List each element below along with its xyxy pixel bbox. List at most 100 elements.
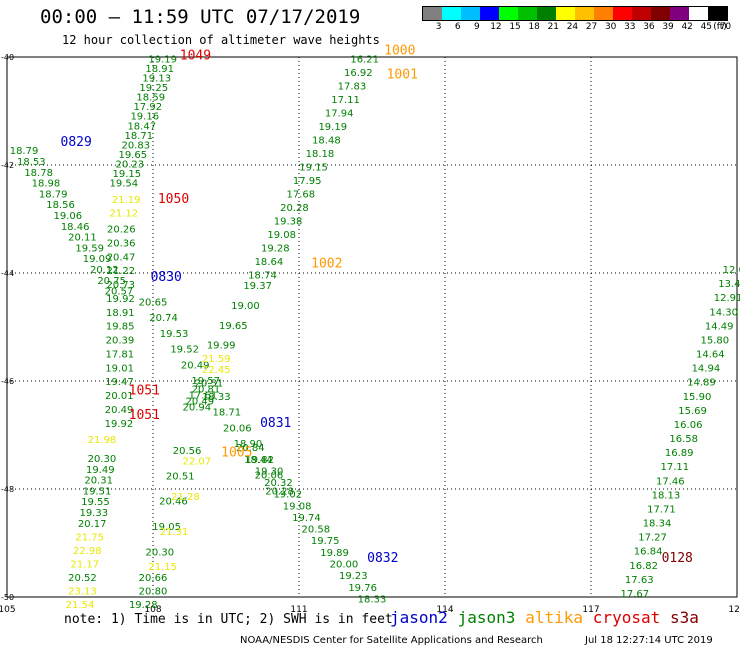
- color-scale-label: 45: [700, 22, 713, 32]
- wave-height-value: 21.31: [160, 527, 189, 538]
- wave-height-value: 17.94: [325, 108, 354, 119]
- wave-height-value: 19.06: [54, 211, 83, 222]
- wave-height-value: 18.33: [202, 392, 231, 403]
- wave-height-value: 16.58: [669, 434, 698, 445]
- wave-height-value: 17.11: [660, 462, 689, 473]
- wave-height-value: 19.09: [83, 254, 112, 265]
- wave-height-value: 21.28: [171, 492, 200, 503]
- color-swatch: [442, 7, 461, 20]
- wave-height-value: 19.57: [191, 376, 220, 387]
- color-swatch: [594, 7, 613, 20]
- wave-height-value: 17.95: [293, 176, 322, 187]
- pass-number-label: 0128: [662, 551, 693, 566]
- wave-height-value: 20.36: [107, 238, 136, 249]
- color-scale-label: 18: [528, 22, 540, 32]
- wave-height-value: 19.19: [318, 122, 347, 133]
- wave-height-value: 19.49: [86, 465, 115, 476]
- wave-height-value: 16.89: [665, 448, 694, 459]
- wave-height-value: 18.98: [32, 179, 61, 190]
- wave-height-value: 19.59: [75, 243, 104, 254]
- wave-height-value: 18.59: [136, 93, 165, 104]
- wave-height-value: 19.52: [170, 345, 199, 356]
- wave-height-value: 20.58: [302, 525, 331, 536]
- pass-number-label: 0830: [151, 270, 182, 285]
- wave-height-value: 18.48: [312, 135, 341, 146]
- wave-height-value: 18.91: [145, 64, 174, 75]
- lon-tick-label: 120: [728, 605, 740, 615]
- color-scale-label: 6: [454, 22, 461, 32]
- color-swatch: [632, 7, 651, 20]
- color-swatch: [423, 7, 442, 20]
- lon-tick-label: 117: [582, 605, 599, 615]
- color-scale-label: 24: [566, 22, 579, 32]
- color-swatch: [518, 7, 537, 20]
- wave-height-value: 20.66: [139, 573, 168, 584]
- lat-tick-label: -48: [1, 485, 14, 494]
- wave-height-value: 19.65: [219, 321, 248, 332]
- color-swatch: [708, 7, 727, 20]
- wave-height-value: 19.55: [81, 497, 110, 508]
- wave-height-value: 14.49: [705, 321, 734, 332]
- wave-height-value: 17.68: [287, 189, 316, 200]
- lat-tick-label: -40: [1, 53, 14, 62]
- wave-height-value: 20.65: [139, 297, 168, 308]
- wave-height-value: 20.49: [181, 360, 210, 371]
- wave-height-value: 19.01: [105, 363, 134, 374]
- wave-height-value: 18.71: [212, 408, 241, 419]
- color-swatch: [651, 7, 670, 20]
- wave-height-value: 19.08: [283, 501, 312, 512]
- wave-height-value: 15.90: [683, 392, 712, 403]
- color-scale-label: 36: [643, 22, 655, 32]
- color-swatch: [613, 7, 632, 20]
- wave-height-value: 20.11: [68, 233, 97, 244]
- wave-height-value: 18.44: [244, 455, 273, 466]
- wave-height-value: 19.99: [207, 341, 236, 352]
- footnote: note: 1) Time is in UTC; 2) SWH is in fe…: [64, 612, 393, 627]
- color-swatch: [689, 7, 708, 20]
- lat-tick-label: -50: [1, 593, 14, 602]
- pass-number-label: 1050: [158, 192, 189, 207]
- wave-height-value: 18.46: [61, 222, 90, 233]
- wave-height-value: 20.83: [121, 140, 150, 151]
- wave-height-value: 14.94: [692, 364, 721, 375]
- satellite-legend-item: cryosat: [592, 608, 661, 627]
- color-swatch: [556, 7, 575, 20]
- lon-tick-label: 111: [290, 605, 307, 615]
- wave-height-value: 20.80: [139, 586, 168, 597]
- wave-height-value: 19.30: [255, 466, 284, 477]
- wave-height-value: 19.33: [79, 508, 108, 519]
- color-scale-label: 9: [473, 22, 480, 32]
- wave-height-value: 16.82: [629, 561, 658, 572]
- satellite-legend-item: jason2: [390, 608, 448, 627]
- color-scale-unit: (ft): [713, 22, 727, 32]
- wave-height-value: 18.47: [127, 121, 156, 132]
- pass-number-label: 0829: [61, 135, 92, 150]
- wave-height-value: 19.82: [245, 455, 274, 466]
- wave-height-value: 21.98: [88, 435, 117, 446]
- wave-height-value: 21.17: [71, 559, 100, 570]
- wave-height-value: 20.57: [105, 287, 134, 298]
- satellite-legend-item: jason3: [457, 608, 516, 627]
- wave-height-value: 19.02: [273, 490, 302, 501]
- wave-height-value: 18.90: [234, 439, 263, 450]
- color-scale-label: 27: [585, 22, 598, 32]
- wave-height-value: 18.64: [255, 257, 284, 268]
- color-scale-label: 42: [681, 22, 693, 32]
- created-timestamp: Jul 18 12:27:14 UTC 2019: [585, 635, 713, 646]
- wave-height-value: 18.33: [358, 594, 387, 605]
- color-swatch: [499, 7, 518, 20]
- lat-tick-label: -46: [1, 377, 14, 386]
- wave-height-value: 18.34: [643, 519, 672, 530]
- wave-height-value: 19.15: [112, 169, 141, 180]
- color-swatch: [461, 7, 480, 20]
- wave-height-value: 20.47: [107, 252, 136, 263]
- wave-height-value: 18.56: [46, 200, 75, 211]
- wave-height-value: 23.13: [68, 586, 97, 597]
- map-title: 00:00 – 11:59 UTC 07/17/2019: [40, 6, 361, 28]
- wave-height-value: 18.91: [106, 308, 135, 319]
- wave-height-value: 20.06: [223, 423, 252, 434]
- wave-height-value: 21.22: [107, 266, 136, 277]
- wave-height-value: 18.78: [24, 168, 53, 179]
